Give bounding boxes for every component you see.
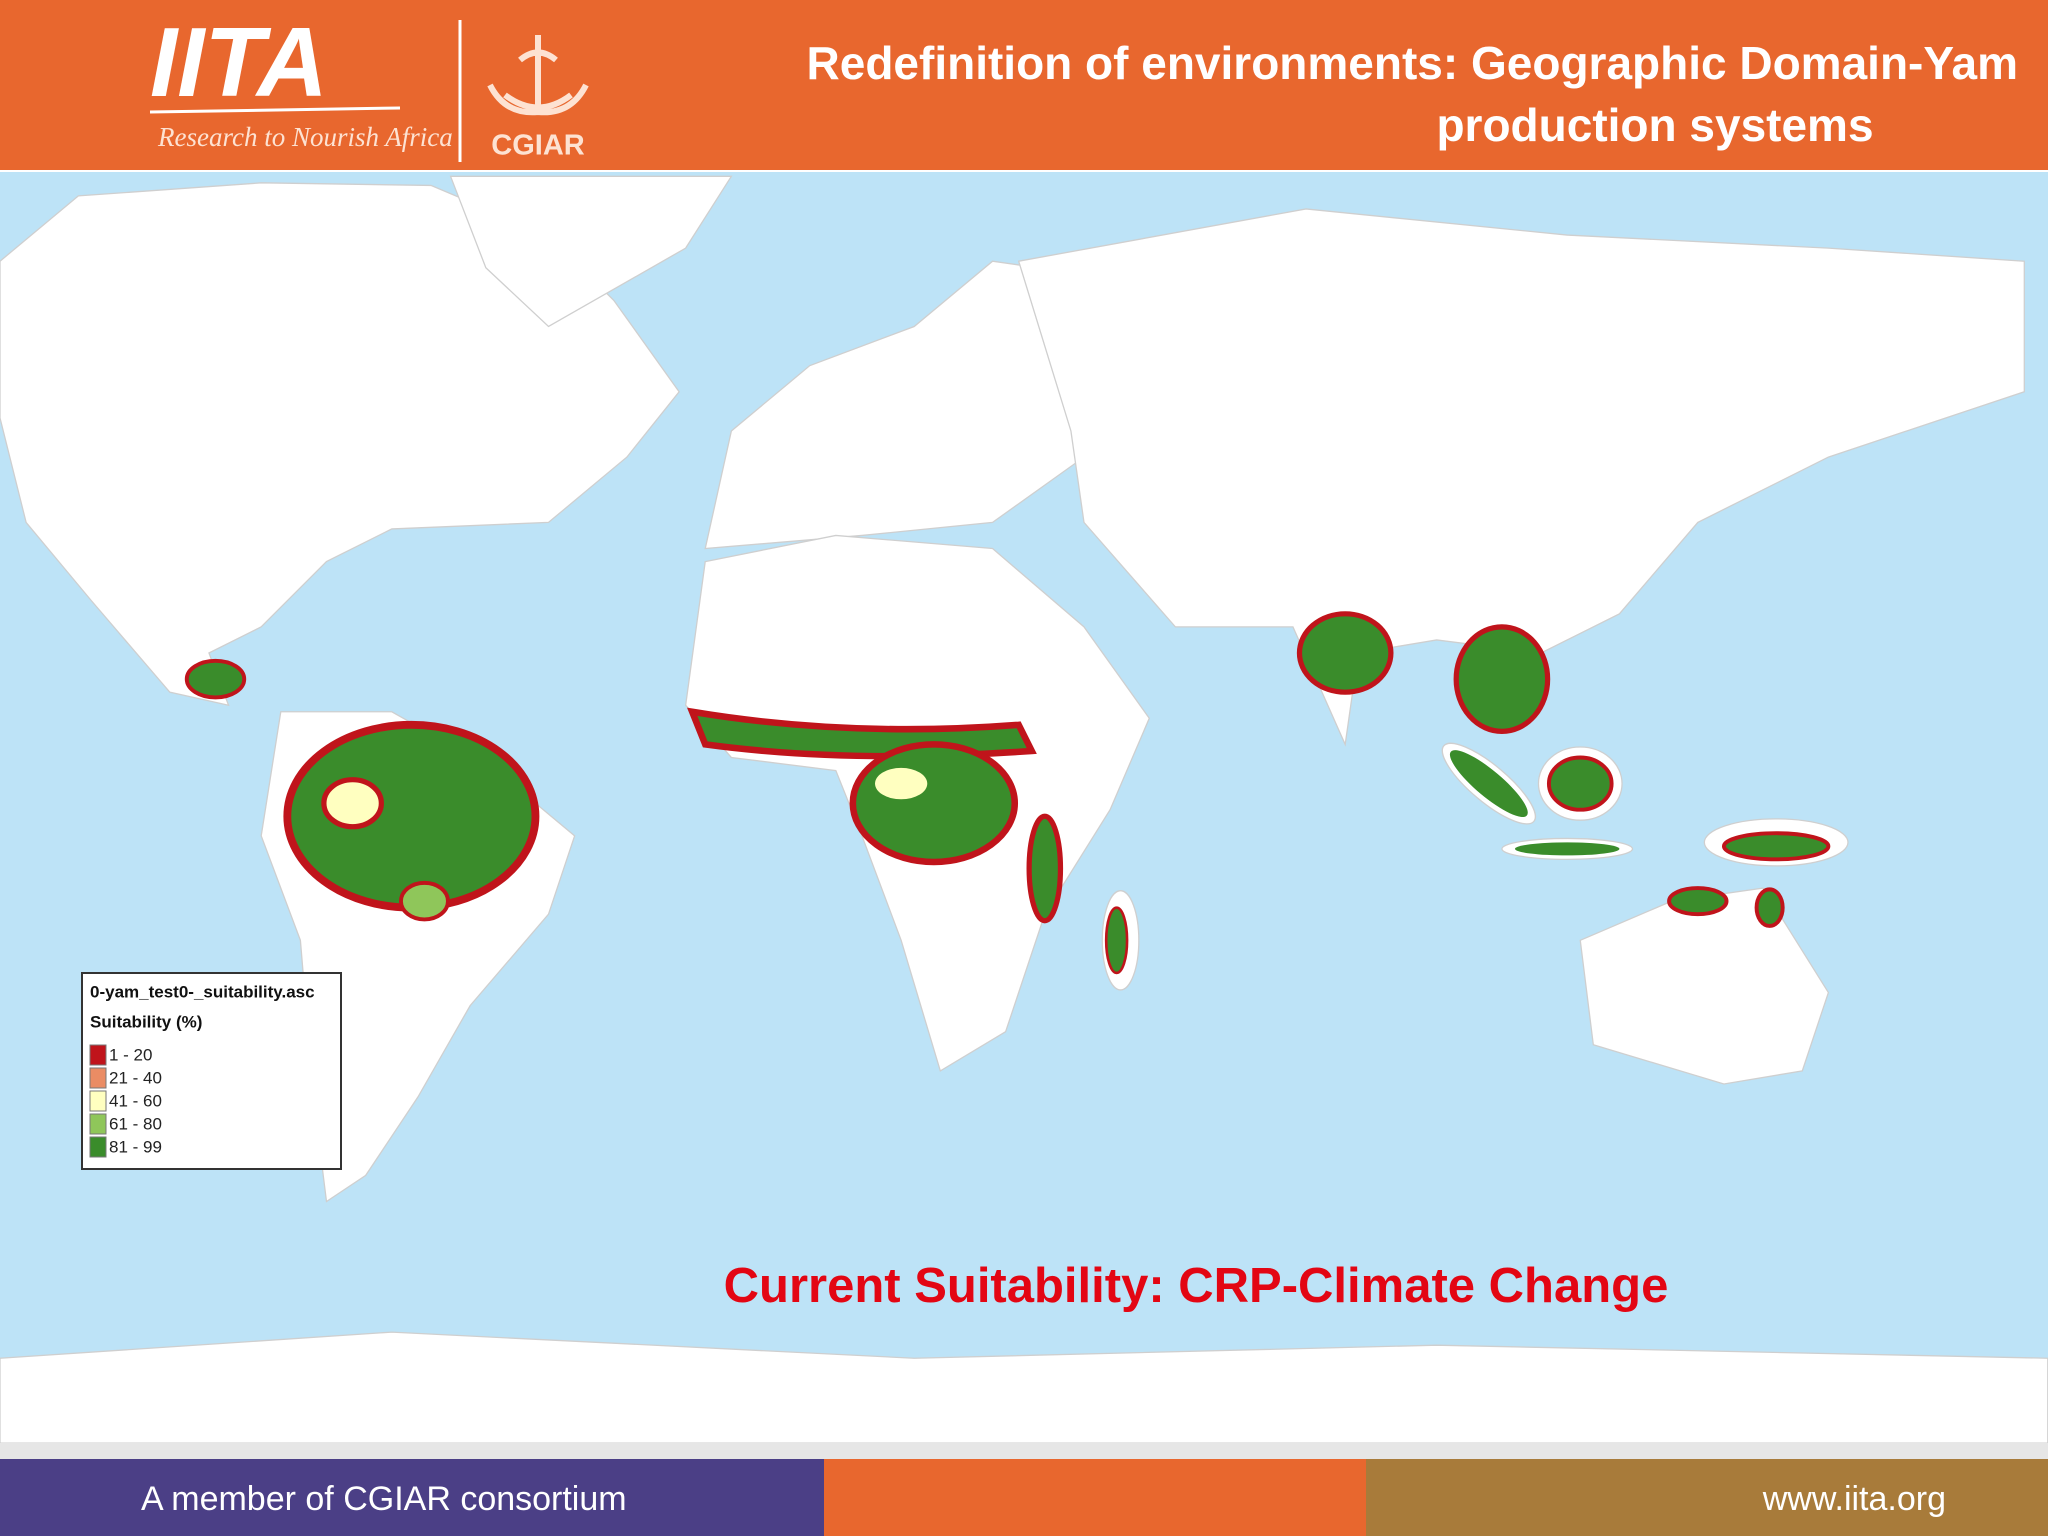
legend: 0-yam_test0-_suitability.asc Suitability… — [81, 972, 342, 1170]
legend-swatch — [89, 1136, 107, 1158]
legend-swatch — [89, 1090, 107, 1112]
legend-label: 21 - 40 — [109, 1068, 162, 1087]
header-band — [0, 0, 2048, 170]
north-america — [0, 182, 680, 707]
logo-text: IITA — [150, 7, 328, 117]
suitability-areas — [184, 611, 1831, 975]
title-line: Redefinition of environments: Geographic… — [807, 37, 2018, 89]
map-caption: Current Suitability: CRP-Climate Change — [724, 1259, 1669, 1313]
footer-band — [0, 1459, 824, 1536]
legend-label: 81 - 99 — [109, 1137, 162, 1156]
legend-swatch — [89, 1113, 107, 1135]
legend-file: 0-yam_test0-_suitability.asc — [90, 982, 315, 1001]
asia — [1017, 208, 2025, 747]
footer-right: www.iita.org — [1762, 1480, 1946, 1518]
footer-divider — [0, 1443, 2048, 1459]
legend-swatch — [89, 1044, 107, 1066]
footer-left: A member of CGIAR consortium — [141, 1480, 627, 1518]
footer-band — [1366, 1459, 2048, 1536]
logo-tagline: Research to Nourish Africa — [157, 122, 453, 152]
title-line: production systems — [1436, 99, 1873, 151]
footer-band — [824, 1459, 1366, 1536]
logo-underline — [149, 106, 401, 114]
cgiar-text: CGIAR — [491, 130, 585, 162]
legend-swatch — [89, 1067, 107, 1089]
map — [0, 175, 2048, 1444]
legend-label: 1 - 20 — [109, 1045, 152, 1064]
greenland — [449, 175, 733, 328]
legend-label: 61 - 80 — [109, 1114, 162, 1133]
legend-box — [81, 972, 342, 1170]
cgiar-icon — [487, 35, 589, 116]
legend-title: Suitability (%) — [90, 1012, 202, 1031]
legend-label: 41 - 60 — [109, 1091, 162, 1110]
